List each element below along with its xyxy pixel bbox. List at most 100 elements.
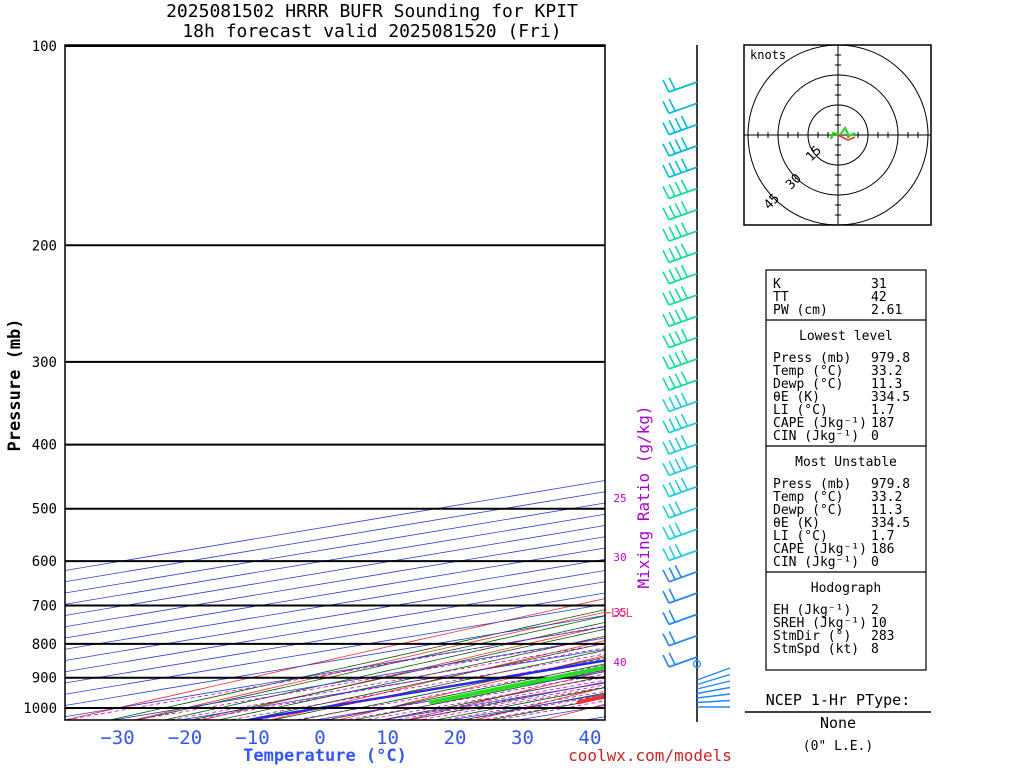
- wind-barb-flag: [668, 439, 676, 453]
- wind-barb: [662, 328, 698, 349]
- mixing-ratio-line: [462, 694, 605, 720]
- index-label: TT: [773, 290, 789, 305]
- wind-barb-flag: [674, 309, 683, 323]
- moist-adiabat-line: [189, 628, 605, 720]
- wind-barb: [662, 456, 698, 477]
- mixing-ratio-axis-label: Mixing Ratio (g/kg): [634, 405, 653, 588]
- moist-adiabat-line: [379, 675, 605, 720]
- index-value: 334.5: [871, 390, 910, 405]
- wind-barb-staff: [696, 673, 731, 686]
- wind-barb-flag: [674, 565, 683, 578]
- wind-barb-flag: [668, 162, 676, 176]
- wind-barb-flag: [668, 141, 676, 155]
- lcl-marker: LCL: [603, 606, 633, 620]
- index-value: 11.3: [871, 503, 902, 518]
- index-label: Dewp (°C): [773, 503, 843, 518]
- wind-barb-staff: [668, 400, 698, 413]
- mixing-ratio-line: [405, 684, 605, 720]
- isotherm-line: [65, 547, 605, 639]
- hodograph-units: knots: [750, 48, 786, 62]
- wind-barb-flag: [662, 569, 670, 583]
- wind-barb-flag: [662, 377, 670, 391]
- wind-barb-flag: [668, 333, 676, 346]
- pressure-tick-label: 1000: [23, 701, 57, 717]
- wind-barb-flag: [674, 415, 683, 429]
- wind-barb: [662, 179, 698, 200]
- wind-barb-flag: [674, 437, 683, 450]
- moist-adiabat-line: [325, 663, 605, 720]
- wind-barb-flag: [662, 271, 670, 285]
- wind-barb-flag: [674, 181, 683, 195]
- wind-barb-flag: [662, 441, 670, 455]
- index-label: EH (Jkg⁻¹): [773, 603, 851, 618]
- wind-barb-staff: [696, 680, 731, 690]
- wind-barb: [662, 222, 698, 242]
- y-axis-label: Pressure (mb): [5, 318, 25, 451]
- pressure-tick-label: 900: [32, 671, 57, 687]
- moist-adiabat-line: [460, 692, 605, 720]
- moist-adiabat-line: [487, 697, 605, 720]
- wind-barb-flag: [668, 354, 676, 368]
- ptype-title: NCEP 1-Hr PType:: [766, 691, 911, 709]
- wind-barb-flag: [680, 158, 689, 171]
- indices-section-title: Lowest level: [799, 329, 893, 344]
- wind-barb: [662, 565, 698, 583]
- temperature-tick-label: 40: [579, 727, 602, 749]
- pressure-tick-label: 700: [32, 599, 57, 615]
- mixing-ratio-line: [417, 686, 605, 720]
- wind-barb-flag: [674, 522, 683, 536]
- index-value: 1.7: [871, 403, 894, 418]
- wind-barb-flag: [674, 139, 683, 152]
- index-label: Temp (°C): [773, 490, 843, 505]
- index-label: Dewp (°C): [773, 377, 843, 392]
- wind-barb-flag: [662, 633, 670, 647]
- wind-barb-staff: [668, 230, 698, 242]
- wind-barb-flag: [674, 330, 683, 344]
- ptype-value: None: [820, 714, 856, 732]
- hodograph-trace: [829, 125, 856, 140]
- wind-barb-flag: [668, 205, 676, 218]
- wind-barb-flag: [680, 371, 689, 384]
- wind-barb-staff: [668, 187, 698, 200]
- wind-barb-flag: [680, 477, 689, 491]
- wind-barb-flag: [662, 186, 670, 199]
- mixing-ratio-line: [343, 673, 605, 720]
- wind-barb-flag: [668, 652, 676, 666]
- wind-barb-flag: [674, 394, 683, 408]
- wind-barb-flag: [662, 313, 670, 327]
- dry-adiabat-line: [1005, 46, 1024, 725]
- mixing-ratio-line: [480, 697, 605, 720]
- index-label: Press (mb): [773, 477, 851, 492]
- wind-barb-staff: [668, 421, 698, 434]
- wind-barb-flag: [662, 100, 670, 114]
- wind-barb-flag: [662, 484, 670, 497]
- wind-barb-flag: [680, 392, 689, 406]
- wind-barb-staff: [668, 443, 698, 455]
- index-label: StmDir (°): [773, 629, 851, 644]
- wind-barb-flag: [668, 269, 676, 282]
- wind-barb-flag: [674, 373, 683, 387]
- wind-barb: [662, 652, 698, 668]
- index-value: 11.3: [871, 377, 902, 392]
- wind-barb-flag: [668, 311, 676, 325]
- wind-barb-flag: [668, 460, 676, 474]
- chart-subtitle: 18h forecast valid 2025081520 (Fri): [182, 21, 561, 42]
- mixing-ratio-label: 30: [613, 551, 626, 564]
- wind-barb-staff: [668, 592, 698, 604]
- dewpoint-trace: [429, 665, 605, 705]
- moist-adiabat-line: [406, 681, 605, 720]
- wind-barb-flag: [668, 183, 676, 197]
- ptype-amount: (0" L.E.): [803, 739, 873, 754]
- wind-barb-flag: [668, 396, 676, 410]
- wind-barb: [662, 307, 698, 328]
- wind-barb: [662, 543, 698, 562]
- wind-barb-staff: [668, 166, 698, 179]
- x-axis-label: Temperature (°C): [243, 746, 407, 766]
- wind-barb: [662, 392, 698, 413]
- wind-barb-flag: [662, 612, 670, 625]
- wind-barb-flag: [662, 292, 670, 306]
- hodograph: knots 15 30 45: [743, 44, 932, 226]
- moist-adiabat-line: [108, 609, 605, 720]
- index-value: 334.5: [871, 516, 910, 531]
